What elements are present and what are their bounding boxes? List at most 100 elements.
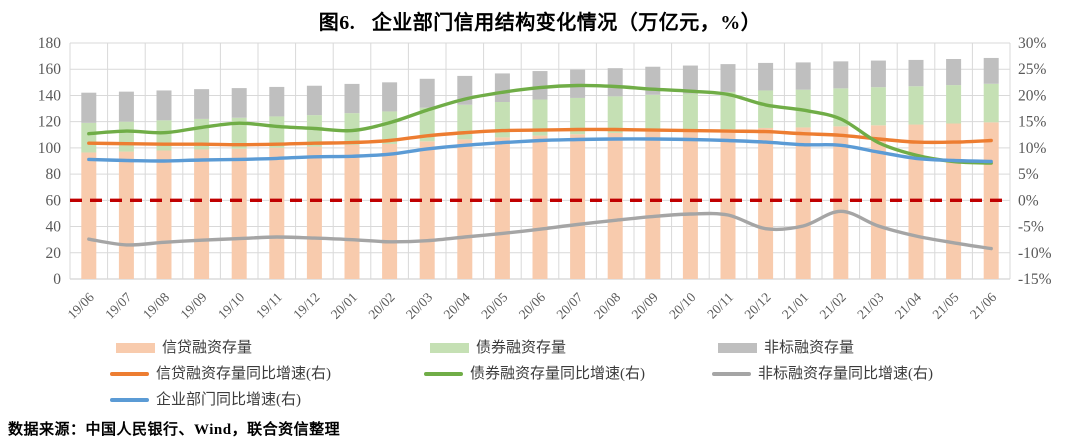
x-axis-label: 20/08 (591, 289, 624, 322)
bar-segment (269, 86, 285, 117)
bar-segment (231, 148, 247, 279)
bar-segment (457, 139, 473, 279)
legend-label: 债券融资存量同比增速(右) (470, 366, 645, 382)
bar-segment (494, 73, 510, 102)
bar-segment (645, 94, 661, 132)
bar-segment (607, 132, 623, 279)
left-axis-tick-label: 0 (53, 271, 61, 288)
left-axis-tick-label: 80 (46, 166, 62, 183)
bar-segment (532, 71, 548, 100)
bar-segment (81, 152, 97, 279)
x-axis-label: 20/03 (403, 289, 436, 322)
legend-bar-swatch-icon (116, 343, 155, 353)
x-axis-label: 21/02 (817, 290, 849, 322)
left-axis-tick-label: 60 (46, 192, 62, 209)
bar-segment (532, 99, 548, 136)
x-axis-label: 19/07 (102, 289, 135, 322)
bar-segment (645, 131, 661, 279)
legend-item: 企业部门同比增速(右) (110, 389, 301, 411)
x-axis-label: 20/01 (328, 290, 360, 322)
chart-plot-area: 0 20 40 60 80 100 120 140 160 180 -15% -10% -5% 0% 5% 1… (38, 35, 1052, 322)
bar-segment (795, 62, 811, 90)
legend-bar-swatch-icon (718, 343, 757, 353)
legend-line-swatch-icon (712, 372, 751, 376)
bar-segment (682, 93, 698, 131)
left-axis-tick-label: 160 (38, 61, 62, 78)
legend-label: 信贷融资存量同比增速(右) (156, 366, 331, 382)
legend-line-swatch-icon (110, 372, 149, 376)
bar-segment (682, 130, 698, 279)
bar-segment (532, 135, 548, 279)
legend-line-swatch-icon (424, 372, 463, 376)
right-axis-tick-label: -10% (1018, 245, 1052, 262)
bar-segment (758, 127, 774, 280)
legend-bar-swatch-icon (430, 343, 469, 353)
legend-line-swatch-icon (110, 398, 149, 402)
legend-item: 信贷融资存量 (116, 337, 252, 359)
bar-segment (570, 69, 586, 98)
left-axis-tick-label: 120 (38, 114, 62, 131)
bar-segment (156, 120, 172, 151)
bar-segment (833, 126, 849, 280)
left-axis-tick-label: 180 (38, 35, 62, 52)
line-series (87, 127, 993, 147)
right-axis-tick-label: 25% (1018, 61, 1047, 78)
bar-segment (81, 92, 97, 123)
bar-segment (494, 137, 510, 279)
bar-segment (231, 88, 247, 118)
bar-segment (758, 62, 774, 91)
bar-segment (81, 122, 97, 153)
right-axis-tick-label: 5% (1018, 166, 1039, 183)
left-axis-tick-label: 100 (38, 140, 62, 157)
legend-label: 非标融资存量同比增速(右) (758, 366, 933, 382)
x-axis-label: 19/08 (140, 289, 173, 322)
bar-segment (908, 59, 924, 87)
x-axis-label: 20/10 (666, 289, 699, 322)
x-axis-label: 21/03 (854, 289, 887, 322)
legend-item: 非标融资存量 (718, 337, 854, 359)
right-axis-tick-label: 0% (1018, 192, 1039, 209)
right-axis-tick-label: 30% (1018, 35, 1047, 52)
right-axis-tick-label: -15% (1018, 271, 1052, 288)
x-axis-label: 20/06 (516, 289, 549, 322)
line-series (87, 137, 993, 164)
bar-segment (118, 91, 134, 122)
bar-segment (306, 115, 322, 147)
bar-segment (382, 111, 398, 144)
x-axis-label: 20/04 (441, 289, 474, 322)
legend-item: 债券融资存量 (430, 337, 566, 359)
left-axis-tick-label: 40 (46, 219, 62, 236)
bar-segment (795, 127, 811, 280)
x-axis-label: 19/06 (65, 289, 98, 322)
bar-segment (344, 83, 360, 114)
bar-segment (382, 143, 398, 279)
chart-title: 图6. 企业部门信用结构变化情况（万亿元，%） (318, 12, 762, 34)
bar-segment (833, 61, 849, 89)
bar-segment (870, 60, 886, 88)
x-axis-label: 19/11 (253, 290, 285, 322)
legend-label: 债券融资存量 (476, 340, 567, 356)
x-axis-label: 19/10 (215, 289, 248, 322)
left-axis-tick-label: 140 (38, 87, 62, 104)
legend-item: 信贷融资存量同比增速(右) (110, 363, 331, 385)
bar-segment (156, 90, 172, 121)
legend-item: 债券融资存量同比增速(右) (424, 363, 645, 385)
x-axis-label: 20/12 (741, 290, 773, 322)
bar-segment (720, 91, 736, 130)
bar-segment (682, 65, 698, 94)
bar-segment (758, 90, 774, 128)
x-axis-label: 21/05 (929, 289, 962, 322)
x-axis-label: 21/04 (892, 289, 925, 322)
bar-segment (870, 87, 886, 126)
bar-segment (269, 116, 285, 148)
legend-label: 非标融资存量 (764, 340, 855, 356)
bar-segment (269, 147, 285, 279)
bar-segment (720, 129, 736, 279)
x-axis-label: 21/01 (779, 290, 811, 322)
bar-segment (419, 107, 435, 142)
bar-segment (946, 58, 962, 86)
x-axis-label: 19/09 (177, 289, 210, 322)
bar-segment (946, 85, 962, 124)
bar-segment (194, 89, 210, 119)
bar-segment (720, 64, 736, 92)
